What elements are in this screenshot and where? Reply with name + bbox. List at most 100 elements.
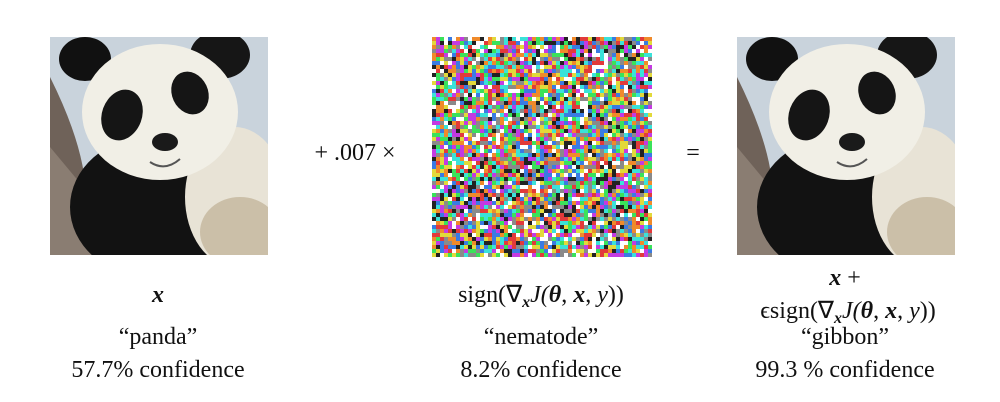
noise-pixel (632, 217, 636, 221)
noise-pixel (556, 113, 560, 117)
noise-pixel (504, 225, 508, 229)
noise-pixel (556, 129, 560, 133)
noise-pixel (592, 181, 596, 185)
noise-pixel (504, 49, 508, 53)
noise-pixel (480, 45, 484, 49)
noise-pixel (632, 245, 636, 249)
noise-pixel (552, 213, 556, 217)
noise-pixel (468, 229, 472, 233)
noise-pixel (648, 97, 652, 101)
noise-pixel (644, 233, 648, 237)
noise-pixel (556, 165, 560, 169)
noise-pixel (496, 81, 500, 85)
noise-pixel (432, 109, 436, 113)
noise-pixel (604, 245, 608, 249)
noise-pixel (544, 205, 548, 209)
noise-pixel (628, 193, 632, 197)
noise-pixel (644, 93, 648, 97)
noise-pixel (648, 141, 652, 145)
noise-pixel (548, 153, 552, 157)
noise-pixel (492, 253, 496, 257)
noise-pixel (572, 249, 576, 253)
noise-pixel (452, 69, 456, 73)
noise-pixel (536, 45, 540, 49)
noise-pixel (472, 241, 476, 245)
noise-pixel (528, 113, 532, 117)
noise-pixel (508, 153, 512, 157)
noise-pixel (460, 197, 464, 201)
noise-pixel (468, 209, 472, 213)
noise-pixel (532, 89, 536, 93)
noise-pixel (524, 81, 528, 85)
noise-pixel (540, 181, 544, 185)
noise-pixel (548, 61, 552, 65)
noise-pixel (472, 161, 476, 165)
noise-pixel (584, 149, 588, 153)
noise-pixel (620, 237, 624, 241)
noise-pixel (432, 65, 436, 69)
noise-pixel (524, 101, 528, 105)
noise-pixel (548, 137, 552, 141)
noise-pixel (528, 185, 532, 189)
noise-pixel (440, 217, 444, 221)
noise-pixel (584, 177, 588, 181)
noise-pixel (436, 93, 440, 97)
noise-pixel (612, 153, 616, 157)
noise-pixel (512, 209, 516, 213)
noise-pixel (616, 133, 620, 137)
noise-pixel (464, 245, 468, 249)
noise-pixel (628, 61, 632, 65)
noise-pixel (608, 109, 612, 113)
noise-pixel (584, 81, 588, 85)
noise-pixel (444, 97, 448, 101)
noise-pixel (592, 249, 596, 253)
noise-pixel (476, 173, 480, 177)
noise-pixel (644, 157, 648, 161)
noise-pixel (608, 133, 612, 137)
noise-pixel (636, 77, 640, 81)
noise-pixel (532, 237, 536, 241)
noise-pixel (520, 217, 524, 221)
noise-pixel (592, 145, 596, 149)
noise-pixel (436, 217, 440, 221)
noise-pixel (632, 65, 636, 69)
noise-pixel (576, 229, 580, 233)
noise-pixel (604, 113, 608, 117)
noise-pixel (644, 237, 648, 241)
noise-pixel (512, 169, 516, 173)
noise-pixel (572, 97, 576, 101)
noise-pixel (560, 221, 564, 225)
noise-pixel (508, 65, 512, 69)
noise-pixel (624, 193, 628, 197)
noise-pixel (568, 249, 572, 253)
noise-pixel (576, 165, 580, 169)
noise-pixel (432, 249, 436, 253)
noise-pixel (624, 93, 628, 97)
noise-pixel (452, 65, 456, 69)
noise-pixel (572, 61, 576, 65)
noise-pixel (616, 45, 620, 49)
noise-pixel (572, 157, 576, 161)
noise-pixel (440, 225, 444, 229)
noise-pixel (528, 213, 532, 217)
noise-pixel (516, 181, 520, 185)
noise-pixel (556, 121, 560, 125)
noise-pixel (500, 173, 504, 177)
noise-pixel (616, 233, 620, 237)
noise-pixel (508, 137, 512, 141)
noise-pixel (596, 137, 600, 141)
noise-pixel (576, 153, 580, 157)
noise-pixel (648, 45, 652, 49)
noise-pixel (552, 157, 556, 161)
noise-pixel (544, 169, 548, 173)
noise-pixel (504, 89, 508, 93)
noise-pixel (576, 213, 580, 217)
noise-pixel (512, 149, 516, 153)
noise-pixel (492, 157, 496, 161)
noise-pixel (484, 97, 488, 101)
noise-pixel (588, 189, 592, 193)
noise-pixel (524, 49, 528, 53)
noise-pixel (600, 133, 604, 137)
noise-pixel (636, 169, 640, 173)
noise-pixel (612, 101, 616, 105)
